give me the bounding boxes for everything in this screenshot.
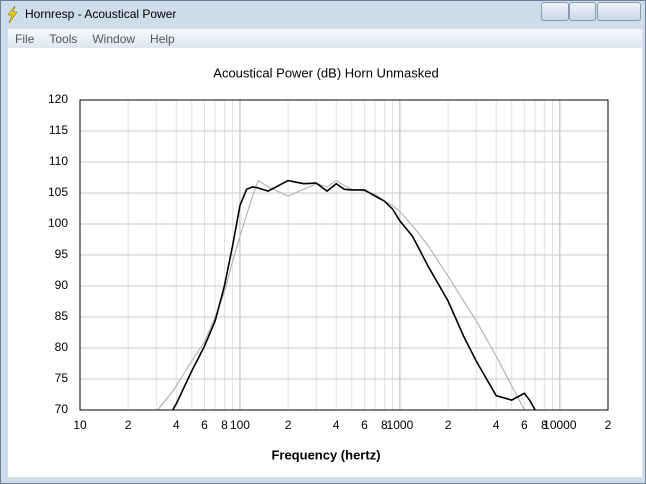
x-tick-label: 2 bbox=[285, 418, 292, 432]
menu-item[interactable]: Help bbox=[150, 31, 175, 46]
y-tick-label: 115 bbox=[49, 123, 68, 137]
minimize-button[interactable] bbox=[541, 2, 569, 21]
y-tick-label: 75 bbox=[55, 371, 69, 385]
menu-item[interactable]: Tools bbox=[49, 31, 78, 46]
x-tick-label: 6 bbox=[521, 418, 528, 432]
y-tick-label: 100 bbox=[48, 216, 68, 230]
plot-frame bbox=[79, 99, 609, 411]
x-tick-label: 2 bbox=[445, 418, 452, 432]
x-tick-label: 8 bbox=[381, 418, 388, 432]
x-tick-label: 6 bbox=[201, 418, 208, 432]
x-tick-label: 8 bbox=[541, 418, 548, 432]
y-tick-label: 110 bbox=[49, 154, 68, 168]
y-tick-label: 80 bbox=[55, 340, 69, 354]
y-tick-label: 120 bbox=[48, 92, 68, 106]
x-tick-label: 1000 bbox=[387, 418, 414, 432]
y-tick-label: 70 bbox=[55, 402, 69, 416]
client-area: Acoustical Power (dB) Horn Unmasked Freq… bbox=[8, 48, 642, 477]
x-tick-label: 100 bbox=[230, 418, 250, 432]
y-tick-label: 95 bbox=[55, 247, 69, 261]
menu-item[interactable]: File bbox=[15, 31, 35, 46]
y-tick-label: 105 bbox=[48, 185, 68, 199]
x-tick-label: 2 bbox=[125, 418, 132, 432]
series-line bbox=[172, 179, 536, 411]
menu-item[interactable]: Window bbox=[92, 31, 136, 46]
chart: Acoustical Power (dB) Horn Unmasked Freq… bbox=[48, 65, 612, 462]
x-tick-label: 4 bbox=[173, 418, 180, 432]
y-tick-label: 90 bbox=[55, 278, 69, 292]
y-tick-label: 85 bbox=[55, 309, 69, 323]
x-tick-label: 4 bbox=[493, 418, 500, 432]
maximize-button[interactable] bbox=[569, 2, 596, 21]
window-title: Hornresp - Acoustical Power bbox=[25, 7, 177, 21]
x-tick-label: 10 bbox=[73, 418, 87, 432]
close-button[interactable] bbox=[597, 2, 641, 21]
x-tick-label: 6 bbox=[361, 418, 368, 432]
app-icon bbox=[7, 5, 18, 24]
x-tick-label: 8 bbox=[221, 418, 228, 432]
x-tick-label: 2 bbox=[605, 418, 612, 432]
x-tick-label: 4 bbox=[333, 418, 340, 432]
menu-bar: File Tools Window Help bbox=[8, 29, 642, 48]
x-tick-label: 10000 bbox=[543, 418, 577, 432]
chart-title: Acoustical Power (dB) Horn Unmasked bbox=[213, 65, 438, 80]
title-bar: Hornresp - Acoustical Power bbox=[1, 1, 645, 27]
x-axis-label: Frequency (hertz) bbox=[271, 447, 380, 462]
